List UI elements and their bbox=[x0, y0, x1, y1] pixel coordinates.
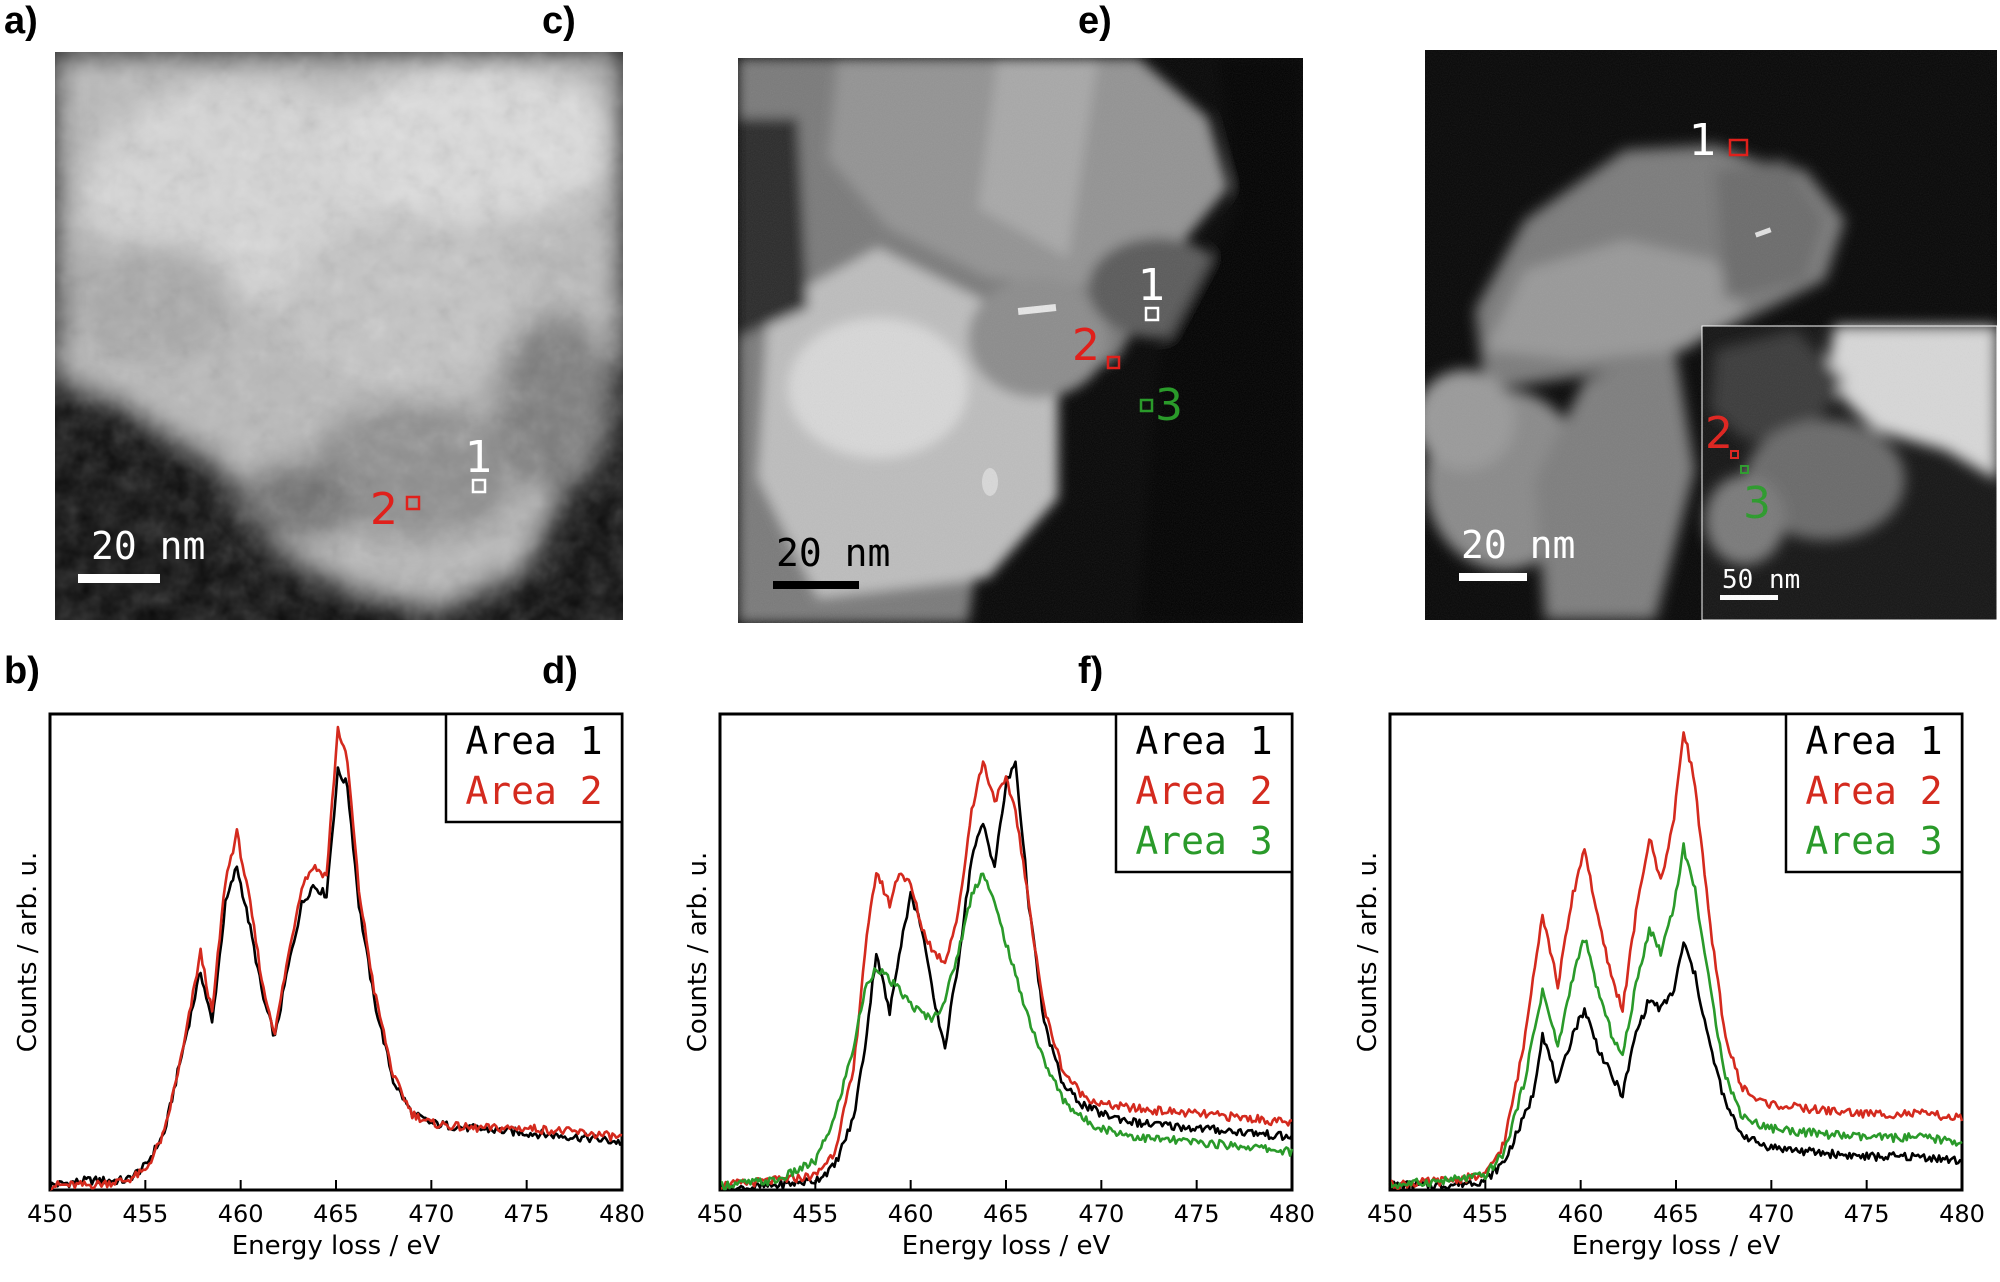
x-tick-label: 465 bbox=[1653, 1200, 1699, 1228]
x-tick-label: 480 bbox=[1939, 1200, 1985, 1228]
marker-label-1-a: 1 bbox=[465, 432, 493, 483]
marker-label-3-c: 3 bbox=[1155, 380, 1183, 431]
x-tick-label: 465 bbox=[983, 1200, 1029, 1228]
scale-bar-label-c: 20 nm bbox=[776, 531, 890, 575]
series-line-3 bbox=[719, 872, 1294, 1191]
x-tick-label: 470 bbox=[408, 1200, 454, 1228]
panel-label-c: c) bbox=[542, 0, 576, 42]
marker-box-2-a bbox=[405, 495, 421, 511]
series-line-2 bbox=[1388, 731, 1964, 1190]
series-line-2 bbox=[719, 760, 1293, 1191]
x-tick-label: 460 bbox=[1558, 1200, 1604, 1228]
panel-label-f: f) bbox=[1078, 650, 1104, 692]
x-tick-label: 460 bbox=[218, 1200, 264, 1228]
scale-bar-label-a: 20 nm bbox=[91, 524, 205, 568]
scale-bar-label-e: 20 nm bbox=[1461, 523, 1575, 567]
marker-box-2-c bbox=[1106, 355, 1121, 370]
x-axis-label: Energy loss / eV bbox=[232, 1231, 441, 1261]
marker-label-1-e: 1 bbox=[1689, 115, 1717, 166]
marker-box-1-a bbox=[471, 478, 487, 494]
legend-entry-1: Area 1 bbox=[465, 719, 602, 763]
x-tick-label: 475 bbox=[504, 1200, 550, 1228]
series-line-3 bbox=[1388, 842, 1963, 1190]
legend-entry-3: Area 3 bbox=[1805, 819, 1942, 863]
x-axis-label: Energy loss / eV bbox=[1572, 1231, 1781, 1261]
panel-label-d: d) bbox=[542, 650, 578, 692]
marker-label-1-c: 1 bbox=[1138, 260, 1166, 311]
x-tick-label: 480 bbox=[599, 1200, 645, 1228]
x-tick-label: 470 bbox=[1748, 1200, 1794, 1228]
micrograph-a: 20 nm 1 2 bbox=[55, 52, 623, 620]
y-axis-label: Counts / arb. u. bbox=[13, 852, 43, 1052]
marker-box-1-e bbox=[1728, 138, 1749, 157]
legend-box bbox=[1784, 712, 1964, 874]
x-tick-label: 455 bbox=[1462, 1200, 1508, 1228]
marker-label-2-a: 2 bbox=[370, 484, 398, 535]
series-line-2 bbox=[49, 725, 623, 1191]
legend-entry-1: Area 1 bbox=[1805, 719, 1942, 763]
micrograph-c: 20 nm 1 2 3 bbox=[738, 58, 1303, 623]
x-tick-label: 455 bbox=[122, 1200, 168, 1228]
x-tick-label: 450 bbox=[27, 1200, 73, 1228]
micrograph-e: 50 nm 2 3 20 nm 1 bbox=[1425, 50, 1997, 620]
x-axis-label: Energy loss / eV bbox=[902, 1231, 1111, 1261]
marker-box-1-c bbox=[1144, 306, 1160, 322]
chart-b: 450 455 460 465 470 475 480 Energy loss / eV Cou… bbox=[13, 712, 645, 1261]
x-tick-label: 455 bbox=[792, 1200, 838, 1228]
marker-label-2-c: 2 bbox=[1072, 320, 1100, 371]
legend-entry-3: Area 3 bbox=[1135, 819, 1272, 863]
legend-entry-1: Area 1 bbox=[1135, 719, 1272, 763]
legend-entry-2: Area 2 bbox=[1135, 769, 1272, 813]
x-tick-label: 480 bbox=[1269, 1200, 1315, 1228]
x-tick-label: 470 bbox=[1078, 1200, 1124, 1228]
legend-entry-2: Area 2 bbox=[465, 769, 602, 813]
y-axis-label: Counts / arb. u. bbox=[1353, 852, 1383, 1052]
chart-f: 450 455 460 465 470 475 480 Energy loss / eV Cou… bbox=[1353, 712, 1985, 1261]
chart-d: 450 455 460 465 470 475 480 Energy loss / eV Cou… bbox=[683, 712, 1315, 1261]
panel-label-a: a) bbox=[4, 0, 38, 42]
panel-label-b: b) bbox=[4, 650, 40, 692]
legend-entry-2: Area 2 bbox=[1805, 769, 1942, 813]
legend-box bbox=[444, 712, 624, 824]
marker-box-3-c bbox=[1139, 398, 1154, 413]
legend-box bbox=[1114, 712, 1294, 874]
y-axis-label: Counts / arb. u. bbox=[683, 852, 713, 1052]
x-tick-label: 475 bbox=[1174, 1200, 1220, 1228]
series-line-1 bbox=[48, 766, 624, 1189]
x-tick-label: 450 bbox=[697, 1200, 743, 1228]
x-tick-label: 460 bbox=[888, 1200, 934, 1228]
x-tick-label: 450 bbox=[1367, 1200, 1413, 1228]
panel-label-e: e) bbox=[1078, 0, 1112, 42]
x-tick-label: 465 bbox=[313, 1200, 359, 1228]
series-line-1 bbox=[1389, 941, 1963, 1191]
x-tick-label: 475 bbox=[1844, 1200, 1890, 1228]
